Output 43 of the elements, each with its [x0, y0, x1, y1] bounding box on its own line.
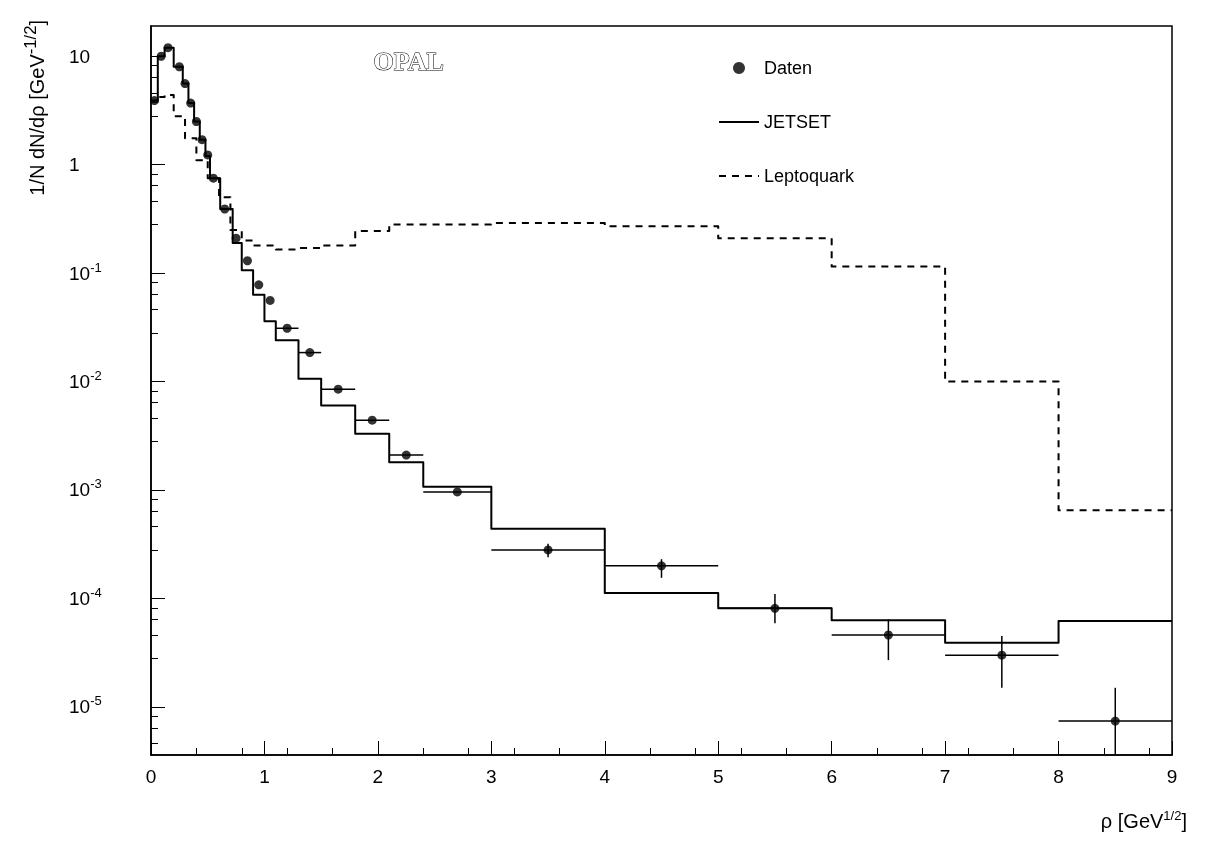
point [265, 295, 275, 305]
x-tick-label: 0 [145, 766, 157, 787]
point [333, 384, 343, 394]
x-tick-label: 5 [712, 766, 724, 787]
legend-label: Leptoquark [764, 166, 856, 186]
x-tick-label: 1 [259, 766, 270, 787]
x-tick-label: 2 [372, 766, 384, 787]
point [543, 545, 553, 555]
point [254, 280, 264, 290]
point [770, 603, 780, 613]
y-tick-label: 1 [69, 154, 80, 176]
point [208, 173, 218, 183]
point [180, 79, 190, 89]
point [997, 650, 1007, 660]
point [883, 630, 893, 640]
y-tick-label: 10 [69, 45, 91, 67]
point [657, 561, 666, 571]
point [163, 43, 173, 53]
point [186, 98, 196, 108]
point [401, 450, 411, 460]
legend-label: JETSET [764, 112, 832, 132]
point [367, 415, 377, 425]
point [242, 256, 252, 266]
x-tick-label: 6 [826, 766, 837, 787]
point [149, 96, 159, 106]
annotation: OPAL [373, 47, 444, 76]
x-tick-label: 9 [1166, 766, 1178, 787]
point [282, 323, 292, 333]
legend-label: Daten [764, 58, 813, 78]
x-tick-label: 8 [1053, 766, 1064, 787]
x-tick-label: 4 [599, 766, 611, 787]
point [156, 51, 166, 61]
point [452, 487, 462, 497]
point [1110, 716, 1120, 726]
point [231, 233, 241, 243]
point [174, 62, 184, 72]
x-tick-label: 7 [939, 766, 951, 787]
point [220, 204, 230, 214]
point [191, 117, 201, 127]
x-tick-label: 3 [486, 766, 497, 787]
point [305, 348, 315, 358]
point [197, 135, 207, 145]
point [203, 150, 213, 160]
